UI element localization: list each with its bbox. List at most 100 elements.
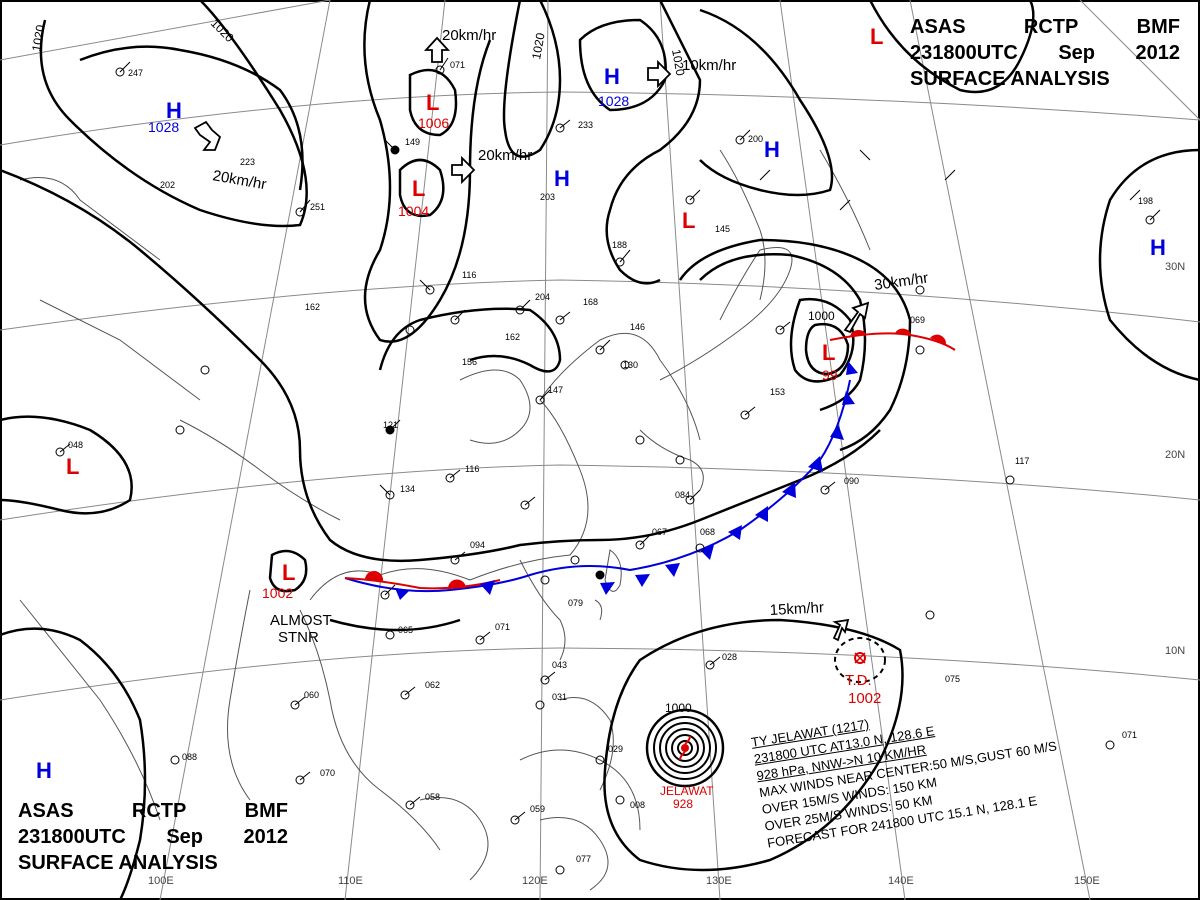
header-month: Sep (166, 826, 204, 848)
station-value: 090 (844, 476, 859, 486)
station-value: 116 (462, 270, 476, 280)
typhoon-isobars (645, 708, 725, 788)
lat-label: 20N (1165, 449, 1185, 461)
low-pressure-value: 1004 (398, 203, 429, 219)
header-bottom: ASAS RCTP BMF 231800UTC Sep 2012 SURFACE… (18, 798, 288, 876)
front-note: ALMOST STNR (270, 612, 332, 646)
warm-front-semicircles (365, 328, 947, 589)
station-value: 070 (320, 768, 335, 778)
header-code: ASAS (910, 16, 966, 38)
station-value: 077 (576, 854, 591, 864)
station-value: 071 (450, 60, 465, 70)
high-pressure-value: 1028 (598, 93, 629, 109)
header-time: 231800UTC (910, 42, 1018, 64)
station-value: 071 (1122, 730, 1137, 740)
lat-label: 10N (1165, 645, 1185, 657)
station-value: 153 (770, 387, 785, 397)
isobar-label: 1000 (808, 309, 835, 323)
header-year: 2012 (1135, 42, 1181, 64)
lat-labels: 30N 20N 10N (1165, 261, 1185, 657)
station-value: 251 (310, 202, 325, 212)
low-centers: L 1006 L 1004 L L L L 1002 L 99 (66, 24, 883, 601)
lon-label: 150E (1074, 875, 1100, 887)
station-value: 198 (1138, 196, 1153, 206)
header-month: Sep (1058, 42, 1096, 64)
lon-label: 140E (888, 875, 914, 887)
station-value: 088 (182, 752, 197, 762)
station-value: 147 (548, 385, 563, 395)
station-value: 130 (623, 360, 638, 370)
station-value: 068 (700, 527, 715, 537)
station-value: 223 (240, 157, 255, 167)
typhoon-name: JELAWAT (660, 784, 714, 798)
station-value: 121 (383, 420, 398, 430)
isobar-low-inner (804, 322, 850, 376)
station-value: 031 (552, 692, 567, 702)
station-value: 028 (722, 652, 737, 662)
high-pressure-value: 1028 (148, 119, 179, 135)
station-value: 203 (540, 192, 555, 202)
isobar-low-north-1 (408, 68, 458, 137)
station-value: 247 (128, 68, 143, 78)
header-code: BMF (244, 800, 288, 822)
low-marker: L (870, 24, 883, 49)
isobar-west-low (0, 415, 133, 515)
station-value: 084 (675, 490, 690, 500)
station-value: 069 (910, 315, 925, 325)
high-marker: H (604, 64, 620, 89)
station-value: 065 (398, 625, 413, 635)
cold-front-triangles (395, 361, 858, 600)
isobar-jelawat-outer (603, 618, 904, 872)
low-marker: L (282, 560, 295, 585)
td-pressure: 1002 (848, 690, 881, 707)
td-circle (834, 637, 886, 683)
station-value: 048 (68, 440, 83, 450)
station-value: 075 (945, 674, 960, 684)
station-value: 079 (568, 598, 583, 608)
isobar-se-system (678, 238, 912, 452)
header-code: ASAS (18, 800, 74, 822)
station-value: 233 (578, 120, 593, 130)
motion-arrows (193, 36, 870, 642)
station-value: 029 (608, 744, 623, 754)
station-value: 043 (552, 660, 567, 670)
td-labels: T.D. 1002 (845, 672, 881, 707)
lon-label: 120E (522, 875, 548, 887)
station-value: 156 (462, 357, 477, 367)
isobar-center-big (378, 307, 562, 373)
isobar-low-1000 (789, 297, 855, 383)
station-value: 008 (630, 800, 645, 810)
front-note-line2: STNR (278, 629, 319, 646)
station-value: 145 (715, 224, 730, 234)
isobar-label: 1020 (669, 48, 687, 77)
station-value: 202 (160, 180, 175, 190)
header-code: RCTP (131, 800, 187, 822)
header-code: RCTP (1023, 16, 1079, 38)
warm-front-west (344, 577, 501, 590)
low-marker: L (682, 208, 695, 233)
header-time: 231800UTC (18, 826, 126, 848)
front-note-line1: ALMOST (270, 612, 332, 629)
isobar-labels: 1020 1020 1020 1020 1000 1000 (29, 16, 835, 715)
header-top: ASAS RCTP BMF 231800UTC Sep 2012 SURFACE… (910, 14, 1180, 92)
high-marker: H (554, 166, 570, 191)
low-marker: L (66, 454, 79, 479)
isobar-label: 1000 (665, 701, 692, 715)
low-pressure-value: 1002 (262, 585, 293, 601)
high-marker: H (36, 758, 52, 783)
td-label: T.D. (845, 672, 872, 689)
isobar-west-trough (0, 168, 881, 563)
station-value: 204 (535, 292, 550, 302)
lon-label: 100E (148, 875, 174, 887)
station-value: 117 (1015, 456, 1029, 466)
station-value: 134 (400, 484, 415, 494)
isobar-label: 1020 (529, 31, 547, 60)
station-value: 116 (465, 464, 479, 474)
station-symbols (55, 65, 1155, 875)
station-value: 162 (305, 302, 320, 312)
high-marker: H (1150, 235, 1166, 260)
isobar-1020-west (39, 0, 308, 228)
motion-label: 15km/hr (769, 599, 824, 619)
isobar-low-north-2 (398, 158, 445, 218)
